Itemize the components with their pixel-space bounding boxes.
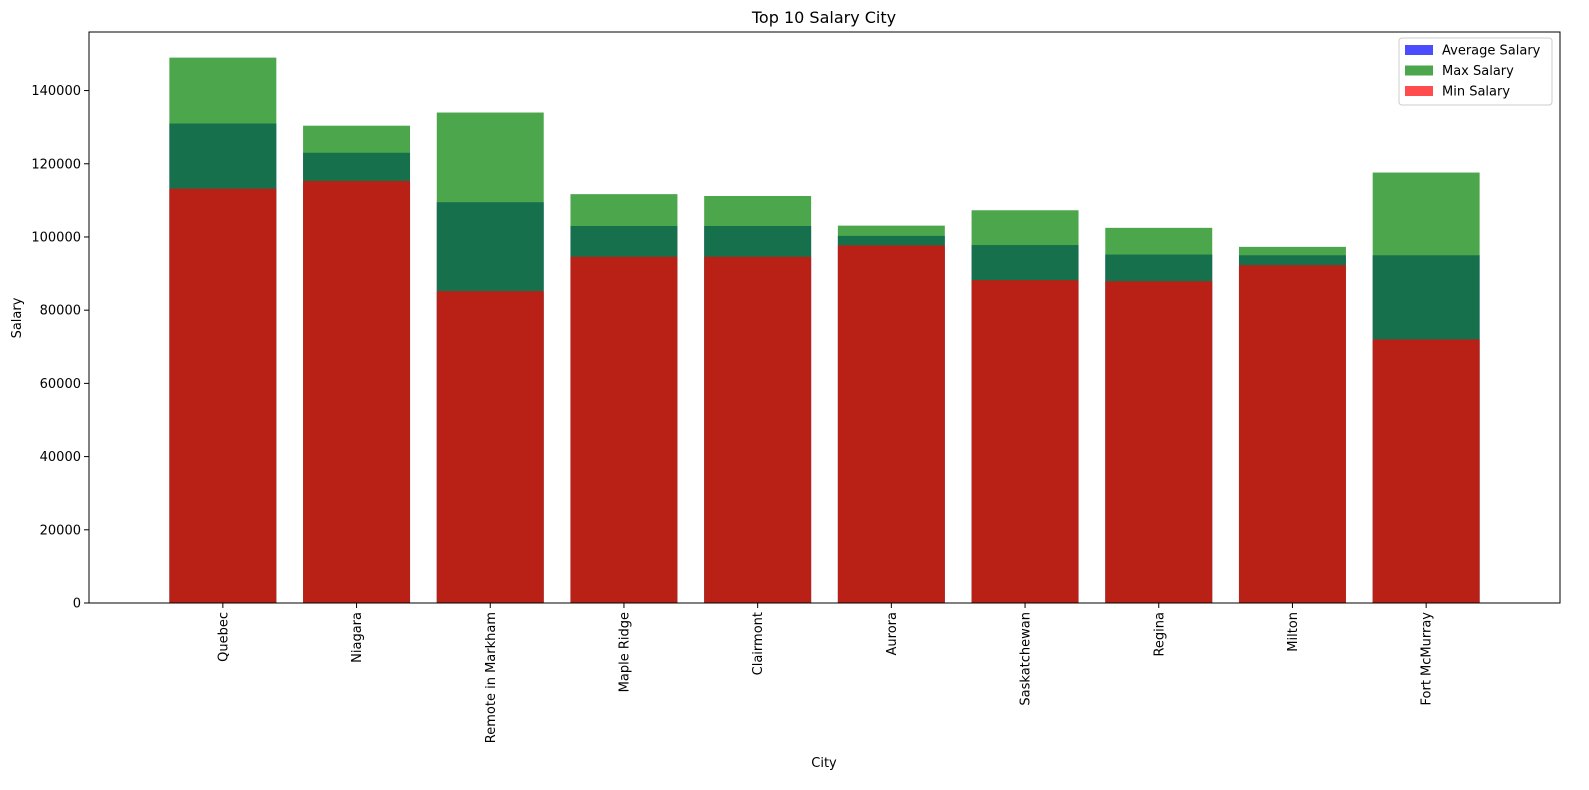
bar-min-salary-3	[570, 256, 678, 603]
y-axis: 0 20000 40000 60000 80000 100000 120000 140000	[31, 84, 89, 612]
bar-min-salary-2	[436, 291, 544, 603]
bar-min-salary-7	[1105, 281, 1213, 603]
y-tick-label: 100000	[31, 230, 81, 245]
x-axis-title: City	[811, 756, 837, 771]
bar-min-salary-5	[837, 245, 945, 603]
x-tick-label: Niagara	[350, 612, 365, 663]
y-tick-label: 60000	[40, 377, 81, 392]
legend-swatch	[1405, 45, 1433, 55]
legend-label: Min Salary	[1442, 85, 1510, 100]
chart-title: Top 10 Salary City	[751, 8, 896, 27]
plot-frame	[88, 31, 1561, 604]
legend-swatch	[1405, 86, 1433, 96]
y-tick-label: 120000	[31, 157, 81, 172]
y-axis-title: Salary	[10, 297, 25, 338]
legend-label: Average Salary	[1442, 44, 1541, 59]
y-tick-label: 80000	[40, 304, 81, 319]
x-tick-label: Quebec	[216, 612, 231, 662]
x-tick-label: Aurora	[885, 612, 900, 655]
y-tick-label: 20000	[40, 523, 81, 538]
legend: Average Salary Max Salary Min Salary	[1398, 37, 1553, 106]
bar-min-salary-0	[169, 188, 277, 603]
y-tick-label: 140000	[31, 84, 81, 99]
x-tick-label: Milton	[1286, 612, 1301, 652]
legend-swatch	[1405, 65, 1433, 76]
x-tick-label: Saskatchewan	[1019, 612, 1034, 706]
x-tick-label: Remote in Markham	[484, 612, 499, 743]
bars-group	[169, 57, 1480, 604]
x-tick-label: Maple Ridge	[617, 612, 632, 692]
y-tick-label: 0	[73, 597, 81, 612]
x-tick-label: Fort McMurray	[1420, 612, 1435, 706]
y-tick-label: 40000	[40, 450, 81, 465]
bar-min-salary-1	[303, 180, 411, 603]
bar-min-salary-9	[1372, 339, 1480, 603]
bar-min-salary-4	[704, 256, 812, 603]
bar-min-salary-6	[971, 280, 1079, 603]
x-tick-label: Clairmont	[751, 612, 766, 675]
x-axis: Quebec Niagara Remote in Markham Maple Ridg…	[216, 603, 1435, 743]
legend-box	[1398, 37, 1553, 106]
x-tick-label: Regina	[1152, 612, 1167, 657]
legend-label: Max Salary	[1442, 64, 1514, 79]
bar-min-salary-8	[1238, 265, 1346, 603]
